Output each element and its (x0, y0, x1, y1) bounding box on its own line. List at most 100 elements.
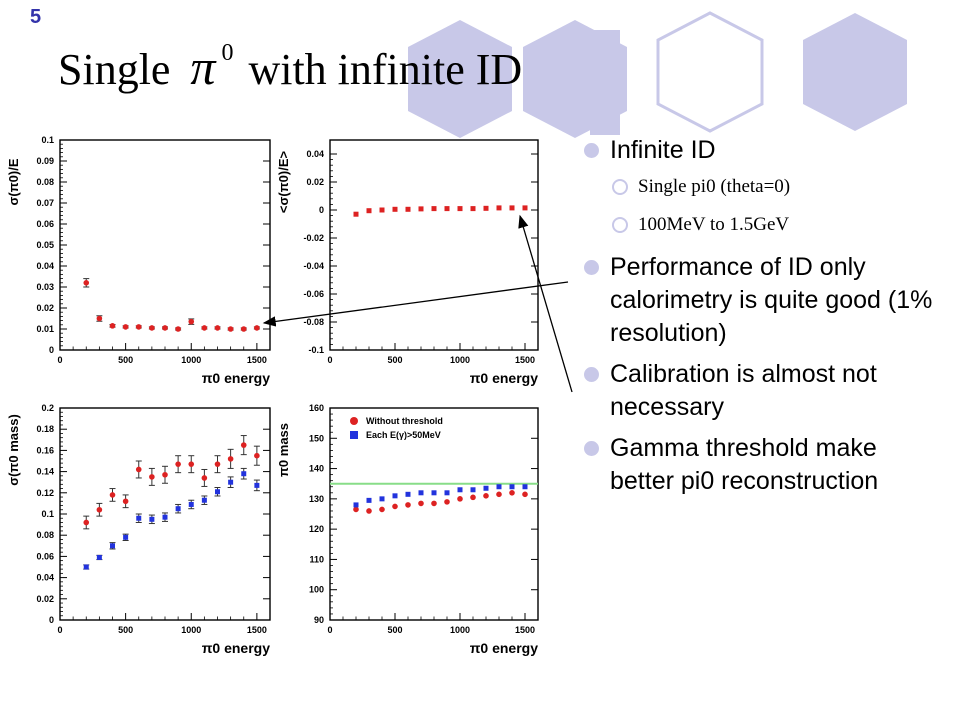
y-tick-label: 0.04 (36, 573, 54, 583)
data-point (405, 502, 411, 508)
legend-label: Each E(γ)>50MeV (366, 430, 441, 440)
x-tick-label: 0 (57, 625, 62, 635)
data-point (188, 501, 194, 507)
data-point (444, 206, 450, 212)
data-point (175, 461, 181, 467)
y-tick-label: 0.06 (36, 551, 54, 561)
y-tick-label: 0.06 (36, 219, 54, 229)
data-point (379, 506, 385, 513)
hexagon-solid-center (523, 20, 627, 138)
bullet-item: Infinite ID (584, 134, 944, 167)
x-tick-label: 1000 (181, 355, 201, 365)
x-axis-title: π0 energy (202, 640, 271, 656)
sub-bullet-item: Single pi0 (theta=0) (584, 175, 944, 199)
data-point (149, 474, 155, 480)
y-tick-label: -0.04 (303, 261, 324, 271)
data-point (483, 485, 489, 491)
y-tick-label: 0.04 (36, 261, 54, 271)
data-point (405, 206, 411, 212)
data-point (431, 206, 437, 212)
y-tick-label: 0.02 (36, 594, 54, 604)
y-tick-label: 0.02 (306, 177, 324, 187)
y-tick-label: -0.02 (303, 233, 324, 243)
x-tick-label: 500 (118, 355, 133, 365)
data-point (136, 515, 142, 521)
y-tick-label: 0.18 (36, 424, 54, 434)
y-tick-label: 0.05 (36, 240, 54, 250)
data-point (496, 491, 502, 498)
x-tick-label: 1000 (450, 625, 470, 635)
chart-top-right: -0.1 -0.08 -0.06 -0.04 -0.02 0 0.02 0.04 0 500 100… (276, 139, 539, 386)
data-point (483, 493, 489, 499)
bullet-item: Performance of ID only calorimetry is qu… (584, 251, 944, 350)
chart-bottom-left: 0 0.02 0.04 0.06 0.08 0.1 0.12 0.14 0.16 0.18 0.2 0… (6, 403, 271, 656)
data-point (522, 205, 528, 211)
pi-superscript: 0 (221, 40, 234, 67)
data-point (201, 475, 208, 481)
y-tick-label: 100 (309, 585, 324, 595)
x-tick-label: 500 (118, 625, 133, 635)
sub-bullet-item: 100MeV to 1.5GeV (584, 213, 944, 237)
data-point (392, 503, 398, 510)
data-point (122, 324, 129, 330)
data-point (110, 543, 115, 549)
data-point (215, 489, 220, 495)
data-point (83, 564, 89, 570)
data-point (470, 206, 476, 212)
pi-symbol: π (190, 39, 216, 95)
x-tick-label: 1500 (247, 625, 267, 635)
hexagon-solid-mid (408, 20, 512, 138)
data-point (240, 442, 247, 448)
x-axis-title: π0 energy (470, 370, 539, 386)
y-axis-title: σ(π0 mass) (6, 414, 21, 486)
y-axis-title: <σ(π0)/E> (276, 150, 291, 213)
x-tick-label: 1500 (515, 355, 535, 365)
data-point (188, 318, 195, 325)
chart-bottom-right: 90 100 110 120 130 140 150 160 0 500 1000 1500 π0 en… (276, 403, 539, 656)
data-point (83, 519, 90, 526)
data-point (444, 499, 450, 505)
data-point (483, 205, 489, 211)
data-point (227, 456, 234, 462)
data-point (418, 206, 424, 212)
data-point (214, 325, 221, 331)
data-point (366, 497, 372, 503)
y-tick-label: 120 (309, 524, 324, 534)
plot-frame (59, 139, 271, 351)
data-point (201, 497, 207, 503)
data-point (431, 500, 437, 507)
data-point (353, 502, 359, 508)
data-point (135, 324, 142, 330)
y-tick-label: 0.02 (36, 303, 54, 313)
x-tick-label: 500 (387, 355, 402, 365)
data-point (83, 280, 90, 286)
data-point (457, 496, 463, 502)
legend-marker-blue (350, 431, 358, 439)
data-point (109, 492, 116, 498)
x-tick-label: 1000 (181, 625, 201, 635)
data-point (227, 326, 234, 332)
x-tick-label: 1000 (450, 355, 470, 365)
data-point (418, 500, 424, 507)
y-axis-title: π0 mass (276, 423, 291, 477)
y-tick-label: 160 (309, 403, 324, 413)
data-point (122, 498, 129, 505)
y-tick-label: 0 (49, 615, 54, 625)
data-point (214, 461, 221, 467)
data-point (470, 487, 476, 493)
title-text-pre: Single (58, 45, 171, 94)
x-axis-title: π0 energy (202, 370, 271, 386)
data-point (509, 484, 515, 490)
data-point (379, 496, 385, 502)
y-axis-title: σ(π0)/E (6, 158, 21, 205)
data-point (470, 494, 476, 501)
y-tick-label: 90 (314, 615, 324, 625)
y-tick-label: 0 (319, 205, 324, 215)
y-tick-label: 0.12 (36, 488, 54, 498)
y-tick-label: -0.06 (303, 289, 324, 299)
y-tick-label: 130 (309, 494, 324, 504)
data-point (353, 211, 359, 217)
bullet-item: Calibration is almost not necessary (584, 358, 944, 424)
